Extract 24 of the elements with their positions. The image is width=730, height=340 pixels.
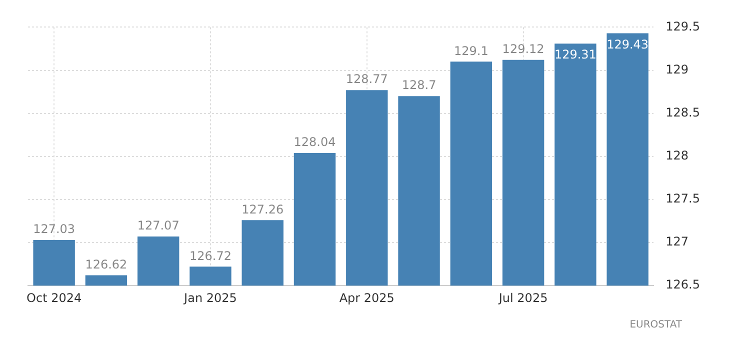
data-label: 129.12 (502, 42, 544, 56)
text: EUROSTAT (630, 320, 683, 331)
y-tick-label: 129 (666, 62, 689, 76)
data-label: 128.7 (402, 78, 436, 92)
x-tick-label: Apr 2025 (339, 290, 394, 305)
data-label: 126.62 (85, 257, 128, 272)
x-tick-label: Oct 2024 (26, 290, 82, 305)
data-label: 129.31 (554, 48, 596, 62)
y-tick-label: 127.5 (666, 192, 700, 206)
data-label: 126.72 (189, 248, 232, 263)
y-tick-label: 128.5 (666, 105, 700, 120)
x-tick-label: Jan 2025 (183, 290, 237, 305)
y-tick-label: 127 (666, 234, 689, 249)
data-label: 129.43 (606, 37, 649, 52)
x-tick-label: Jul 2025 (498, 290, 548, 305)
data-label: 128.77 (346, 72, 388, 86)
y-tick-label: 128 (666, 148, 689, 163)
data-label: 129.1 (454, 44, 488, 58)
y-tick-label: 129.5 (666, 19, 700, 34)
data-label: 127.07 (137, 218, 180, 233)
y-tick-label: 126.5 (666, 278, 700, 292)
data-label: 127.26 (242, 202, 284, 216)
data-label: 127.03 (33, 222, 76, 236)
data-label: 128.04 (294, 135, 336, 150)
